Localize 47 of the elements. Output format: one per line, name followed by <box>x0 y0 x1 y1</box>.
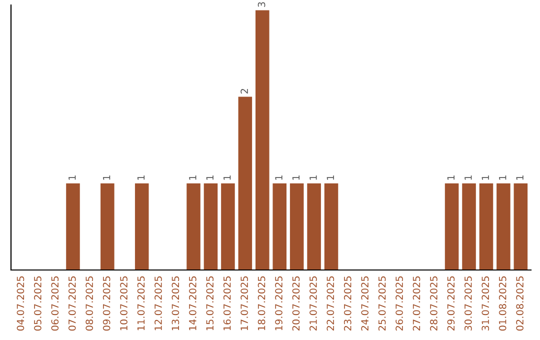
x-tick-label: 22.07.2025 <box>326 276 334 331</box>
x-tick-label: 08.07.2025 <box>86 276 94 331</box>
x-tick-label: 06.07.2025 <box>51 276 59 331</box>
x-tick-label: 26.07.2025 <box>396 276 403 331</box>
data-label: 1 <box>137 176 145 180</box>
x-tick-label: 25.07.2025 <box>378 276 386 331</box>
x-tick-label: 30.07.2025 <box>464 276 472 330</box>
data-label: 1 <box>103 176 110 180</box>
x-tick-label: 28.07.2025 <box>430 276 438 331</box>
data-label: 3 <box>258 2 266 7</box>
x-tick-label: 01.08.2025 <box>498 276 506 331</box>
x-tick-label: 21.07.2025 <box>310 276 317 331</box>
x-tick-label: 14.07.2025 <box>188 276 196 330</box>
data-label: 1 <box>464 176 472 180</box>
data-label: 1 <box>292 176 300 180</box>
x-tick-label: 20.07.2025 <box>292 276 300 331</box>
x-tick-label: 27.07.2025 <box>412 276 420 331</box>
data-label: 1 <box>482 176 489 180</box>
data-label: 2 <box>240 88 248 94</box>
x-tick-label: 04.07.2025 <box>16 276 24 331</box>
x-tick-label: 29.07.2025 <box>447 276 455 331</box>
data-label: 1 <box>310 176 317 180</box>
x-tick-label: 24.07.2025 <box>361 276 369 331</box>
x-tick-label: 05.07.2025 <box>34 276 42 331</box>
data-label: 1 <box>326 176 334 180</box>
data-label: 1 <box>206 176 214 180</box>
x-tick-label: 02.08.2025 <box>516 276 524 331</box>
x-tick-label: 31.07.2025 <box>482 276 490 330</box>
x-tick-label: 10.07.2025 <box>120 276 128 330</box>
x-tick-label: 09.07.2025 <box>102 276 110 331</box>
x-tick-label: 13.07.2025 <box>172 276 180 330</box>
x-tick-label: 18.07.2025 <box>258 276 266 330</box>
data-label: 1 <box>516 176 524 180</box>
data-label: 1 <box>224 176 231 180</box>
x-tick-label: 15.07.2025 <box>206 276 214 330</box>
x-tick-label: 12.07.2025 <box>154 276 162 330</box>
data-label: 1 <box>447 176 454 180</box>
data-label: 1 <box>68 176 76 180</box>
x-tick-label: 23.07.2025 <box>344 276 352 331</box>
x-tick-label: 07.07.2025 <box>68 276 76 331</box>
x-tick-label: 19.07.2025 <box>275 276 282 330</box>
data-label: 1 <box>189 176 196 180</box>
data-label: 1 <box>275 176 282 180</box>
x-tick-label: 17.07.2025 <box>240 276 248 330</box>
x-tick-label: 16.07.2025 <box>223 276 231 330</box>
data-label: 1 <box>499 176 506 180</box>
x-tick-label: 11.07.2025 <box>137 276 145 330</box>
